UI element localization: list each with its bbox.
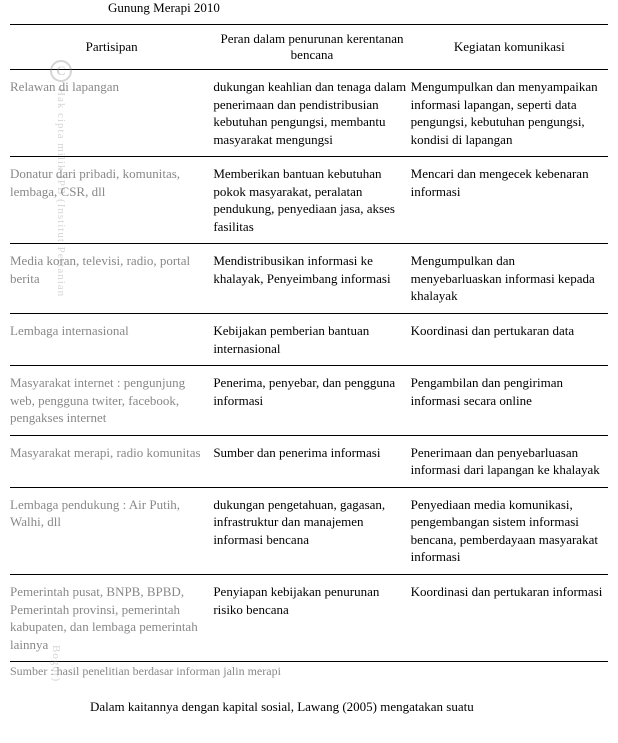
cell-kegiatan: Koordinasi dan pertukaran data: [411, 314, 608, 366]
cell-kegiatan: Penyediaan media komunikasi, pengembanga…: [411, 487, 608, 574]
participant-table: Partisipan Peran dalam penurunan kerenta…: [10, 24, 608, 662]
cell-kegiatan: Mengumpulkan dan menyampaikan informasi …: [411, 70, 608, 157]
cell-peran: dukungan pengetahuan, gagasan, infrastru…: [213, 487, 410, 574]
cell-kegiatan: Pengambilan dan pengiriman informasi sec…: [411, 366, 608, 436]
cell-partisipan: Lembaga pendukung : Air Putih, Walhi, dl…: [10, 487, 213, 574]
header-partisipan: Partisipan: [10, 25, 213, 70]
cell-partisipan: Relawan di lapangan: [10, 70, 213, 157]
cell-peran: Kebijakan pemberian bantuan internasiona…: [213, 314, 410, 366]
cell-partisipan: Media koran, televisi, radio, portal ber…: [10, 244, 213, 314]
table-row: Pemerintah pusat, BNPB, BPBD, Pemerintah…: [10, 575, 608, 662]
cell-partisipan: Donatur dari pribadi, komunitas, lembaga…: [10, 157, 213, 244]
cell-kegiatan: Koordinasi dan pertukaran informasi: [411, 575, 608, 662]
cell-peran: Penyiapan kebijakan penurunan risiko ben…: [213, 575, 410, 662]
table-title-fragment: Gunung Merapi 2010: [10, 0, 608, 24]
cell-kegiatan: Mengumpulkan dan menyebarluaskan informa…: [411, 244, 608, 314]
cell-partisipan: Masyarakat merapi, radio komunitas: [10, 435, 213, 487]
header-kegiatan: Kegiatan komunikasi: [411, 25, 608, 70]
table-row: Masyarakat internet : pengunjung web, pe…: [10, 366, 608, 436]
table-source: Sumber : hasil penelitian berdasar infor…: [10, 662, 608, 699]
cell-peran: dukungan keahlian dan tenaga dalam pener…: [213, 70, 410, 157]
cell-kegiatan: Mencari dan mengecek kebenaran informasi: [411, 157, 608, 244]
table-header-row: Partisipan Peran dalam penurunan kerenta…: [10, 25, 608, 70]
table-row: Lembaga internasional Kebijakan pemberia…: [10, 314, 608, 366]
cell-kegiatan: Penerimaan dan penyebarluasan informasi …: [411, 435, 608, 487]
header-peran: Peran dalam penurunan kerentanan bencana: [213, 25, 410, 70]
cell-partisipan: Pemerintah pusat, BNPB, BPBD, Pemerintah…: [10, 575, 213, 662]
body-paragraph: Dalam kaitannya dengan kapital sosial, L…: [10, 699, 608, 715]
table-row: Donatur dari pribadi, komunitas, lembaga…: [10, 157, 608, 244]
cell-partisipan: Masyarakat internet : pengunjung web, pe…: [10, 366, 213, 436]
cell-peran: Memberikan bantuan kebutuhan pokok masya…: [213, 157, 410, 244]
table-row: Lembaga pendukung : Air Putih, Walhi, dl…: [10, 487, 608, 574]
table-row: Relawan di lapangan dukungan keahlian da…: [10, 70, 608, 157]
table-row: Masyarakat merapi, radio komunitas Sumbe…: [10, 435, 608, 487]
cell-peran: Sumber dan penerima informasi: [213, 435, 410, 487]
cell-peran: Penerima, penyebar, dan pengguna informa…: [213, 366, 410, 436]
cell-peran: Mendistribusikan informasi ke khalayak, …: [213, 244, 410, 314]
cell-partisipan: Lembaga internasional: [10, 314, 213, 366]
table-row: Media koran, televisi, radio, portal ber…: [10, 244, 608, 314]
